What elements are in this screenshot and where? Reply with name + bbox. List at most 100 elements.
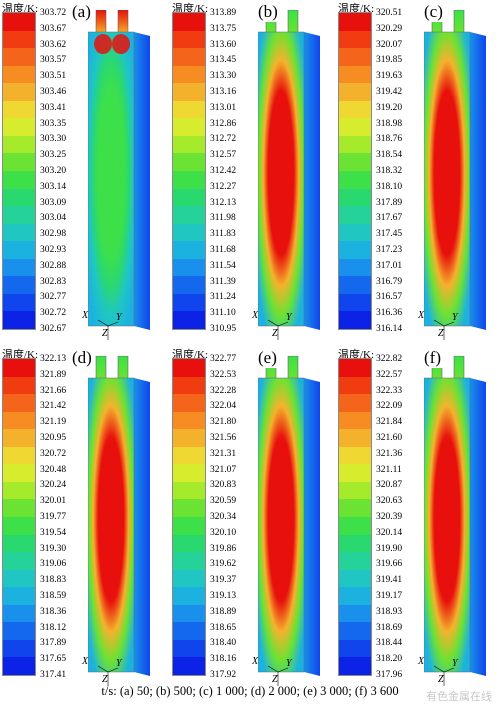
panel-tag: (f) — [422, 348, 443, 368]
colorbar-tick-label: 319.86 — [210, 543, 237, 554]
colorbar-swatch — [339, 30, 371, 49]
colorbar-tick-label: 318.83 — [40, 575, 67, 586]
hot-spot — [94, 34, 112, 54]
colorbar-tick-label: 312.86 — [210, 118, 237, 129]
battery-model — [257, 355, 336, 691]
colorbar-tick-label: 311.39 — [210, 276, 236, 287]
colorbar — [338, 12, 372, 330]
colorbar-tick-label: 318.76 — [376, 134, 403, 145]
colorbar-swatch — [3, 118, 35, 137]
colorbar-tick-label: 312.42 — [210, 166, 237, 176]
colorbar-swatch — [173, 13, 205, 32]
colorbar-swatch — [173, 411, 205, 430]
colorbar-tick-label: 319.63 — [376, 71, 403, 82]
colorbar-tick-label: 322.77 — [210, 354, 237, 364]
colorbar-tick-label: 319.20 — [376, 102, 403, 113]
terminal-left — [95, 9, 107, 35]
terminal-left — [95, 355, 107, 381]
colorbar — [338, 358, 372, 676]
colorbar-tick-label: 302.83 — [40, 276, 67, 287]
colorbar-tick-label: 303.04 — [40, 213, 67, 224]
colorbar-tick-label: 319.54 — [40, 527, 67, 538]
colorbar-tick-label: 317.65 — [40, 654, 67, 665]
colorbar-swatch — [173, 481, 205, 500]
colorbar-swatch — [173, 223, 205, 242]
colorbar-swatch — [339, 48, 371, 67]
axis-label-z: Z — [102, 328, 108, 339]
colorbar-tick-label: 320.34 — [210, 512, 237, 522]
colorbar-tick-label: 318.32 — [376, 166, 403, 176]
contour-panel: 温度/K: 320.51 320.29 320.07 319.85 319.63 319.4… — [336, 0, 500, 345]
colorbar-tick-label: 311.24 — [210, 292, 236, 303]
axis-line — [443, 321, 455, 327]
colorbar-tick-label: 318.16 — [210, 654, 237, 665]
colorbar-tick-label: 303.14 — [40, 181, 67, 192]
colorbar-tick-label: 319.30 — [40, 543, 67, 554]
colorbar-tick-label: 320.48 — [40, 464, 67, 475]
colorbar-swatch — [339, 657, 371, 676]
colorbar-swatch — [173, 376, 205, 395]
panel-tag: (c) — [422, 2, 445, 22]
colorbar-tick-label: 318.93 — [376, 606, 403, 617]
colorbar-swatch — [173, 171, 205, 190]
colorbar-tick-label: 317.92 — [210, 670, 237, 680]
colorbar-swatch — [3, 446, 35, 465]
battery-front-face — [257, 31, 305, 327]
colorbar-tick-label: 321.19 — [40, 417, 67, 428]
colorbar-swatch — [339, 604, 371, 623]
colorbar-tick-label: 321.56 — [210, 433, 237, 443]
contour-panel: 温度/K: 313.89 313.75 313.60 313.45 313.30 313.1… — [170, 0, 336, 345]
colorbar-swatch — [339, 411, 371, 430]
colorbar-swatch — [173, 604, 205, 623]
axis-label-x: X — [418, 310, 425, 321]
colorbar-tick-label: 319.77 — [40, 512, 67, 522]
colorbar-tick-label: 319.90 — [376, 543, 403, 554]
colorbar-swatch — [3, 83, 35, 102]
battery-model — [87, 9, 166, 345]
battery-temperature-contour — [423, 355, 486, 686]
contour-panel: 温度/K: 303.72 303.67 303.62 303.57 303.51 303.4… — [0, 0, 166, 345]
panel-tag: (a) — [70, 2, 93, 22]
colorbar-tick-label: 321.11 — [376, 464, 402, 475]
colorbar-tick-label: 312.27 — [210, 181, 237, 192]
colorbar-tick-label: 321.07 — [210, 464, 237, 475]
axis-label-y: Y — [452, 658, 458, 669]
colorbar-tick-label: 320.87 — [376, 480, 403, 491]
colorbar-swatch — [3, 499, 35, 518]
colorbar-tick-label: 302.72 — [40, 308, 67, 319]
panel-tag: (d) — [70, 348, 94, 368]
colorbar-swatch — [3, 376, 35, 395]
colorbar-swatch — [339, 587, 371, 606]
colorbar-swatch — [173, 153, 205, 172]
colorbar-tick-label: 318.10 — [376, 181, 403, 192]
colorbar-tick-label: 320.01 — [40, 496, 67, 507]
colorbar-tick-label: 316.14 — [376, 324, 403, 334]
colorbar-swatch — [339, 376, 371, 395]
colorbar-swatch — [3, 517, 35, 536]
colorbar-tick-label: 302.98 — [40, 229, 67, 240]
colorbar-swatch — [173, 429, 205, 448]
colorbar-tick-label: 313.16 — [210, 87, 237, 97]
colorbar-tick-label: 303.30 — [40, 134, 67, 145]
colorbar-tick-label: 319.37 — [210, 575, 237, 586]
battery-temperature-contour — [87, 355, 150, 686]
panel-tag: (e) — [256, 348, 279, 368]
colorbar-swatch — [173, 394, 205, 413]
colorbar-swatch — [173, 241, 205, 260]
colorbar-swatch — [339, 65, 371, 84]
colorbar-tick-label: 312.72 — [210, 134, 237, 145]
colorbar-swatch — [339, 394, 371, 413]
colorbar-swatch — [173, 188, 205, 207]
axis-label-x: X — [418, 656, 425, 667]
contour-panel: 温度/K: 322.77 322.53 322.28 322.04 321.80 321.5… — [170, 346, 336, 691]
colorbar-swatch — [3, 622, 35, 641]
colorbar-tick-label: 318.20 — [376, 654, 403, 665]
colorbar-tick-label: 320.72 — [40, 448, 67, 459]
axis-line — [107, 321, 119, 327]
colorbar — [172, 12, 206, 330]
colorbar-tick-label: 311.10 — [210, 308, 236, 319]
colorbar-swatch — [3, 276, 35, 295]
colorbar-swatch — [173, 276, 205, 295]
colorbar-swatch — [339, 135, 371, 154]
colorbar-tick-label: 320.29 — [376, 23, 403, 34]
